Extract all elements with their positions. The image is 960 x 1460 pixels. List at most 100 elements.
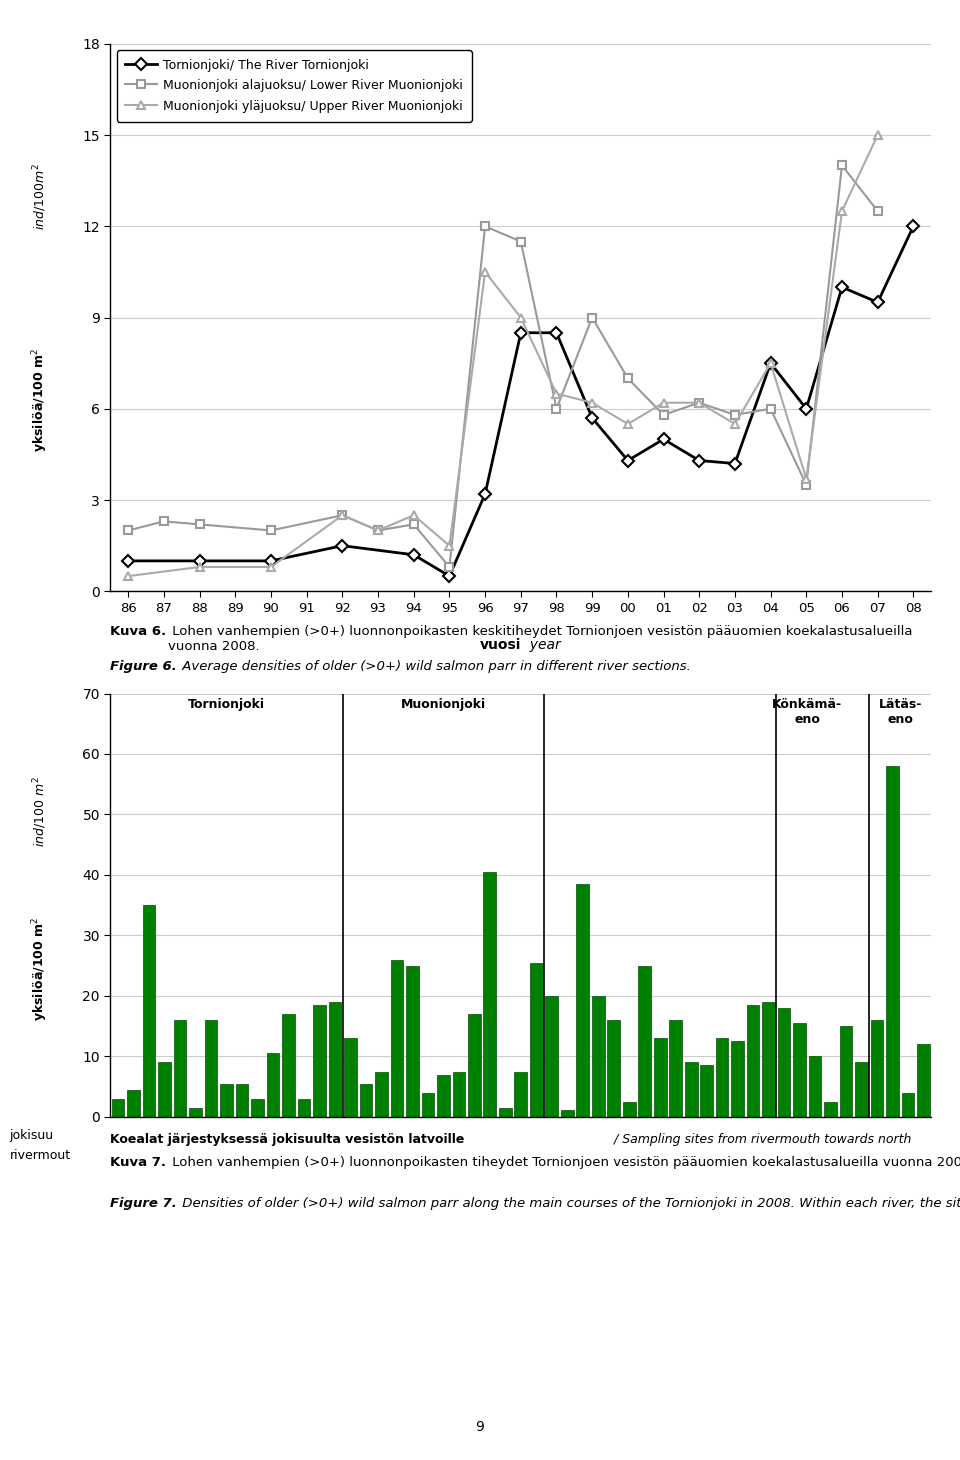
Bar <box>158 1063 171 1117</box>
Muonionjoki yläjuoksu/ Upper River Muonionjoki <box>730 415 741 432</box>
Bar <box>808 1057 822 1117</box>
Text: Lätäs-
eno: Lätäs- eno <box>878 698 922 726</box>
Text: Tornionjoki: Tornionjoki <box>188 698 265 711</box>
Text: Figure 7.: Figure 7. <box>110 1197 178 1210</box>
Bar <box>592 996 605 1117</box>
Muonionjoki alajuoksu/ Lower River Muonionjoki <box>693 394 705 412</box>
Muonionjoki yläjuoksu/ Upper River Muonionjoki <box>551 385 563 403</box>
Muonionjoki alajuoksu/ Lower River Muonionjoki <box>337 507 348 524</box>
Line: Muonionjoki yläjuoksu/ Upper River Muonionjoki: Muonionjoki yläjuoksu/ Upper River Muoni… <box>124 131 882 580</box>
Bar <box>252 1099 264 1117</box>
Text: / Sampling sites from rivermouth towards north: / Sampling sites from rivermouth towards… <box>610 1133 911 1146</box>
Text: $ind/ 100\ m^2$: $ind/ 100\ m^2$ <box>32 777 49 847</box>
Text: Lohen vanhempien (>0+) luonnonpoikasten tiheydet Tornionjoen vesistön pääuomien : Lohen vanhempien (>0+) luonnonpoikasten … <box>168 1156 960 1169</box>
Bar <box>437 1075 449 1117</box>
Muonionjoki alajuoksu/ Lower River Muonionjoki <box>479 218 491 235</box>
Bar <box>189 1108 202 1117</box>
Tornionjoki/ The River Tornionjoki <box>551 324 563 342</box>
Muonionjoki alajuoksu/ Lower River Muonionjoki <box>158 512 170 530</box>
Muonionjoki yläjuoksu/ Upper River Muonionjoki <box>801 470 812 488</box>
Muonionjoki alajuoksu/ Lower River Muonionjoki <box>872 203 883 220</box>
Muonionjoki alajuoksu/ Lower River Muonionjoki <box>194 515 205 533</box>
Muonionjoki yläjuoksu/ Upper River Muonionjoki <box>693 394 705 412</box>
Bar <box>886 766 899 1117</box>
Bar <box>608 1021 620 1117</box>
Bar <box>468 1015 481 1117</box>
Legend: Tornionjoki/ The River Tornionjoki, Muonionjoki alajuoksu/ Lower River Muonionjo: Tornionjoki/ The River Tornionjoki, Muon… <box>117 50 471 121</box>
Bar <box>530 962 542 1117</box>
Text: Lohen vanhempien (>0+) luonnonpoikasten keskitiheydet Tornionjoen vesistön pääuo: Lohen vanhempien (>0+) luonnonpoikasten … <box>168 625 913 653</box>
Text: $ind/ 100m^2$: $ind/ 100m^2$ <box>32 164 49 231</box>
Bar <box>700 1066 713 1117</box>
Bar <box>840 1026 852 1117</box>
Text: 9: 9 <box>475 1419 485 1434</box>
Text: Koealat järjestyksessä jokisuulta vesistön latvoille: Koealat järjestyksessä jokisuulta vesist… <box>110 1133 465 1146</box>
Bar <box>871 1021 883 1117</box>
Bar <box>716 1038 729 1117</box>
Muonionjoki yläjuoksu/ Upper River Muonionjoki <box>765 355 777 372</box>
Bar <box>917 1044 930 1117</box>
Text: Muonionjoki: Muonionjoki <box>401 698 486 711</box>
Bar <box>406 965 419 1117</box>
Bar <box>128 1089 140 1117</box>
Bar <box>638 965 651 1117</box>
Tornionjoki/ The River Tornionjoki <box>836 279 848 296</box>
Bar <box>623 1102 636 1117</box>
Bar <box>515 1072 527 1117</box>
Muonionjoki yläjuoksu/ Upper River Muonionjoki <box>515 308 526 326</box>
Text: yksilöä/100 m$^2$: yksilöä/100 m$^2$ <box>31 917 51 1021</box>
Bar <box>328 1002 342 1117</box>
Muonionjoki alajuoksu/ Lower River Muonionjoki <box>622 369 634 387</box>
Bar <box>484 872 496 1117</box>
Muonionjoki yläjuoksu/ Upper River Muonionjoki <box>123 568 134 585</box>
Muonionjoki alajuoksu/ Lower River Muonionjoki <box>515 232 526 250</box>
Text: Kuva 6.: Kuva 6. <box>110 625 166 638</box>
Muonionjoki yläjuoksu/ Upper River Muonionjoki <box>194 558 205 575</box>
Muonionjoki alajuoksu/ Lower River Muonionjoki <box>444 558 455 575</box>
Muonionjoki yläjuoksu/ Upper River Muonionjoki <box>587 394 598 412</box>
Tornionjoki/ The River Tornionjoki <box>194 552 205 569</box>
Bar <box>561 1110 574 1117</box>
Muonionjoki yläjuoksu/ Upper River Muonionjoki <box>872 126 883 143</box>
Muonionjoki alajuoksu/ Lower River Muonionjoki <box>836 156 848 174</box>
Bar <box>344 1038 357 1117</box>
Muonionjoki yläjuoksu/ Upper River Muonionjoki <box>265 558 276 575</box>
Tornionjoki/ The River Tornionjoki <box>265 552 276 569</box>
Bar <box>143 905 156 1117</box>
Bar <box>778 1007 790 1117</box>
Muonionjoki alajuoksu/ Lower River Muonionjoki <box>372 521 384 539</box>
Text: Könkämä-
eno: Könkämä- eno <box>772 698 842 726</box>
Tornionjoki/ The River Tornionjoki <box>907 218 919 235</box>
Bar <box>576 885 589 1117</box>
Bar <box>267 1054 279 1117</box>
Tornionjoki/ The River Tornionjoki <box>337 537 348 555</box>
Text: jokisuu: jokisuu <box>10 1129 54 1142</box>
Muonionjoki alajuoksu/ Lower River Muonionjoki <box>408 515 420 533</box>
Bar <box>421 1092 434 1117</box>
Bar <box>204 1021 217 1117</box>
Bar <box>360 1083 372 1117</box>
Tornionjoki/ The River Tornionjoki <box>123 552 134 569</box>
Bar <box>298 1099 310 1117</box>
Muonionjoki yläjuoksu/ Upper River Muonionjoki <box>337 507 348 524</box>
Tornionjoki/ The River Tornionjoki <box>730 456 741 473</box>
Muonionjoki alajuoksu/ Lower River Muonionjoki <box>730 406 741 423</box>
Text: Average densities of older (>0+) wild salmon parr in different river sections.: Average densities of older (>0+) wild sa… <box>178 660 690 673</box>
Bar <box>391 959 403 1117</box>
Muonionjoki yläjuoksu/ Upper River Muonionjoki <box>444 537 455 555</box>
Muonionjoki alajuoksu/ Lower River Muonionjoki <box>801 476 812 493</box>
Text: vuosi: vuosi <box>479 638 520 651</box>
Bar <box>793 1023 805 1117</box>
Text: yksilöä/100 m$^2$: yksilöä/100 m$^2$ <box>31 347 51 451</box>
Bar <box>545 996 558 1117</box>
Tornionjoki/ The River Tornionjoki <box>765 355 777 372</box>
Tornionjoki/ The River Tornionjoki <box>622 451 634 469</box>
Line: Tornionjoki/ The River Tornionjoki: Tornionjoki/ The River Tornionjoki <box>124 222 918 580</box>
Bar <box>669 1021 682 1117</box>
Tornionjoki/ The River Tornionjoki <box>801 400 812 418</box>
Tornionjoki/ The River Tornionjoki <box>515 324 526 342</box>
Muonionjoki yläjuoksu/ Upper River Muonionjoki <box>622 415 634 432</box>
Bar <box>654 1038 666 1117</box>
Muonionjoki alajuoksu/ Lower River Muonionjoki <box>658 406 669 423</box>
Tornionjoki/ The River Tornionjoki <box>872 293 883 311</box>
